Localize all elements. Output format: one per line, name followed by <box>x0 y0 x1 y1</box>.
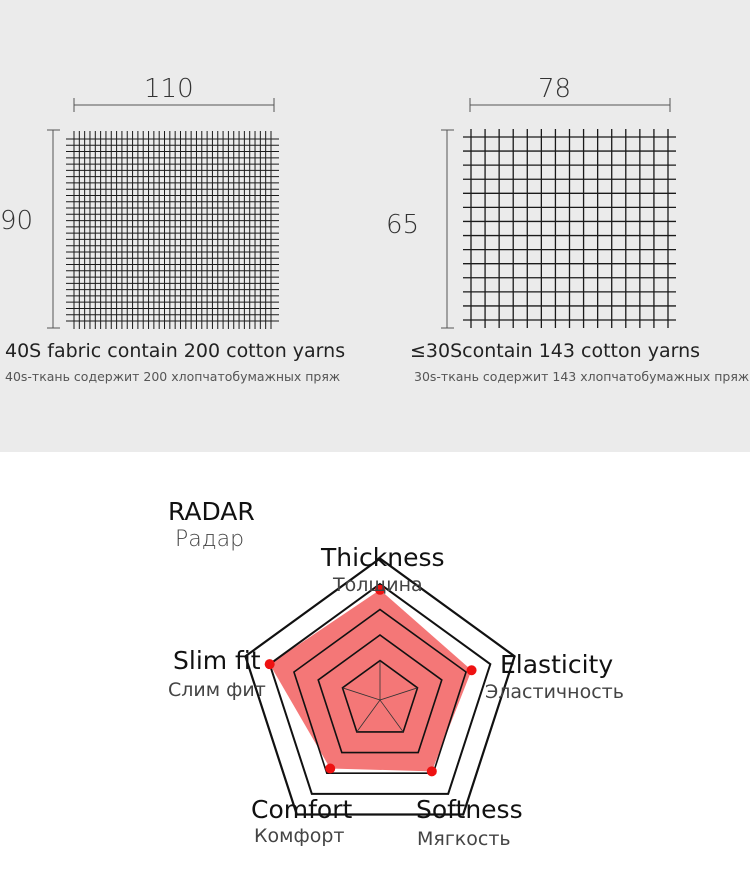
radar-spoke <box>356 699 381 733</box>
axis-sublabel-slim-fit: Слим фит <box>168 679 266 701</box>
height-label-30s: 65 <box>386 210 420 240</box>
axis-label-softness: Softness <box>416 795 523 824</box>
radar-value-area <box>269 589 472 772</box>
axis-label-elasticity: Elasticity <box>500 650 614 679</box>
width-label-40s: 110 <box>144 74 194 104</box>
caption-40s: 40S fabric contain 200 cotton yarns <box>5 340 346 362</box>
dimension-lines <box>47 98 671 329</box>
radar-point-thickness <box>375 584 385 595</box>
radar-title: RADAR <box>168 497 255 526</box>
radar-spoke <box>379 687 418 701</box>
caption-30s: ≤30Scontain 143 cotton yarns <box>410 340 701 362</box>
radar-spoke <box>342 687 381 701</box>
radar-chart <box>244 557 516 816</box>
width-label-30s: 78 <box>538 74 572 104</box>
axis-label-thickness: Thickness <box>321 543 445 572</box>
axis-label-comfort: Comfort <box>251 795 353 824</box>
subcaption-30s: 30s-ткань содержит 143 хлопчатобумажных … <box>414 369 750 384</box>
radar-rings-overlay <box>268 582 492 795</box>
radar-points <box>264 584 477 777</box>
fabric-grids <box>47 98 676 329</box>
fabric-grid-30s <box>463 129 676 328</box>
radar-point-slim-fit <box>264 659 275 670</box>
radar-ring <box>341 659 419 733</box>
radar-subtitle: Радар <box>175 527 245 552</box>
height-label-40s: 90 <box>0 206 34 236</box>
axis-sublabel-elasticity: Эластичность <box>485 681 624 703</box>
radar-ring <box>317 634 443 754</box>
axis-sublabel-comfort: Комфорт <box>254 825 345 847</box>
axis-sublabel-thickness: Толщина <box>333 574 423 596</box>
radar-point-elasticity <box>466 665 477 676</box>
radar-ring <box>293 608 467 774</box>
radar-ring <box>268 582 492 795</box>
fabric-grid-40s <box>66 131 279 329</box>
fabric-comparison-panel <box>0 0 750 452</box>
subcaption-40s: 40s-ткань содержит 200 хлопчатобумажных … <box>5 369 341 384</box>
radar-point-comfort <box>325 763 336 774</box>
radar-point-softness <box>426 766 437 777</box>
radar-spoke <box>379 699 404 733</box>
axis-label-slim-fit: Slim fit <box>173 646 261 675</box>
axis-sublabel-softness: Мягкость <box>417 828 511 850</box>
